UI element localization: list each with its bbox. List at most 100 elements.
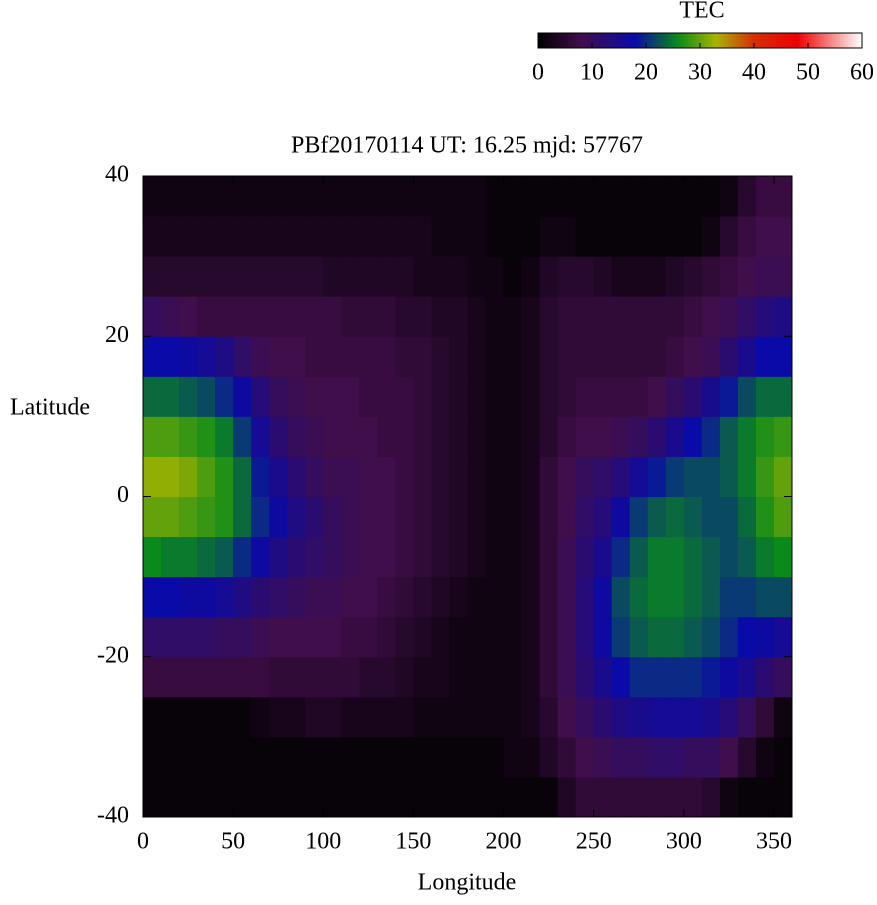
heat-cell — [647, 496, 667, 538]
x-tick-label: 300 — [666, 829, 702, 855]
heat-cell — [323, 296, 342, 337]
colorbar-swatch — [860, 33, 863, 48]
heat-cell — [197, 256, 216, 297]
heat-cell — [359, 176, 378, 217]
heat-cell — [647, 576, 667, 618]
colorbar-swatch — [750, 33, 753, 48]
colorbar-swatch — [566, 33, 569, 48]
heat-cell — [755, 296, 775, 337]
heat-cell — [161, 216, 180, 257]
heat-cell — [665, 296, 685, 337]
heat-cell — [593, 176, 613, 217]
heat-cell — [665, 496, 685, 538]
heat-cell — [323, 456, 342, 497]
heat-cell — [737, 376, 757, 417]
heat-cell — [359, 216, 378, 257]
heat-cell — [287, 456, 306, 497]
heat-cell — [629, 616, 649, 658]
colorbar-swatch — [712, 33, 715, 48]
colorbar-swatch — [786, 33, 789, 48]
heat-cell — [179, 216, 198, 257]
heat-cell — [737, 456, 757, 497]
colorbar-tick-label: 40 — [742, 60, 766, 86]
heat-cell — [683, 176, 703, 217]
heat-cell — [287, 696, 306, 738]
colorbar-swatch — [660, 33, 663, 48]
heat-cell — [485, 296, 505, 337]
heat-cell — [323, 376, 342, 417]
heat-cell — [233, 256, 252, 297]
heat-cell — [395, 336, 414, 377]
colorbar-swatch — [538, 33, 541, 48]
heat-cell — [521, 496, 541, 538]
heat-cell — [593, 776, 613, 818]
heat-cell — [359, 616, 378, 658]
heat-cell — [305, 336, 324, 377]
colorbar-swatch — [628, 33, 631, 48]
heat-cell — [449, 616, 468, 658]
heat-cell — [701, 416, 721, 457]
heat-cell — [305, 376, 324, 417]
heat-cell — [161, 696, 180, 738]
heat-cell — [557, 376, 577, 417]
heat-cell — [197, 376, 216, 417]
colorbar-swatch — [732, 33, 735, 48]
heat-cell — [377, 216, 396, 257]
colorbar-swatch — [540, 33, 543, 48]
heat-cell — [269, 616, 288, 658]
heat-cell — [575, 696, 595, 738]
heat-cell — [611, 616, 631, 658]
colorbar-swatch — [618, 33, 621, 48]
heat-cell — [305, 216, 324, 257]
colorbar-swatch — [788, 33, 791, 48]
heat-cell — [269, 696, 288, 738]
heat-cell — [611, 576, 631, 618]
heat-cell — [467, 416, 487, 457]
heat-cell — [161, 576, 180, 618]
heat-cell — [161, 176, 180, 217]
heat-cell — [521, 696, 541, 738]
heat-cell — [521, 456, 541, 497]
y-tick-label: -40 — [97, 803, 129, 829]
colorbar-swatch — [680, 33, 683, 48]
heat-cell — [683, 776, 703, 818]
colorbar-swatch — [556, 33, 559, 48]
colorbar-swatch — [818, 33, 821, 48]
heat-cell — [647, 216, 667, 257]
heat-cell — [323, 176, 342, 217]
heat-cell — [215, 416, 234, 457]
colorbar-swatch — [600, 33, 603, 48]
heat-cell — [683, 216, 703, 257]
heat-cell — [719, 336, 739, 377]
heat-cell — [269, 736, 288, 778]
heat-cell — [179, 256, 198, 297]
heat-cell — [593, 376, 613, 417]
heat-cell — [485, 536, 505, 578]
heat-cell — [323, 336, 342, 377]
heat-cell — [287, 296, 306, 337]
colorbar-swatch — [644, 33, 647, 48]
heat-cell — [305, 416, 324, 457]
heat-cell — [647, 296, 667, 337]
heat-cell — [179, 536, 198, 578]
colorbar-swatch — [756, 33, 759, 48]
heat-cell — [179, 376, 198, 417]
heat-cell — [179, 296, 198, 337]
colorbar-swatch — [822, 33, 825, 48]
heat-cell — [395, 216, 414, 257]
heat-cell — [251, 216, 270, 257]
x-tick-label: 0 — [137, 829, 149, 855]
heat-cell — [197, 456, 216, 497]
heat-cell — [179, 616, 198, 658]
heat-cell — [359, 336, 378, 377]
colorbar-swatch — [736, 33, 739, 48]
colorbar-swatch — [766, 33, 769, 48]
heat-cell — [395, 176, 414, 217]
colorbar-swatch — [828, 33, 831, 48]
heat-cell — [557, 696, 577, 738]
colorbar-swatch — [658, 33, 661, 48]
heat-cell — [755, 376, 775, 417]
heat-cell — [449, 456, 468, 497]
heat-cell — [485, 256, 505, 297]
heat-cell — [251, 176, 270, 217]
